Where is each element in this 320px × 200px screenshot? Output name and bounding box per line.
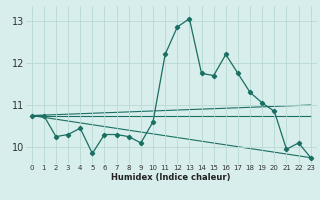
X-axis label: Humidex (Indice chaleur): Humidex (Indice chaleur) — [111, 173, 231, 182]
